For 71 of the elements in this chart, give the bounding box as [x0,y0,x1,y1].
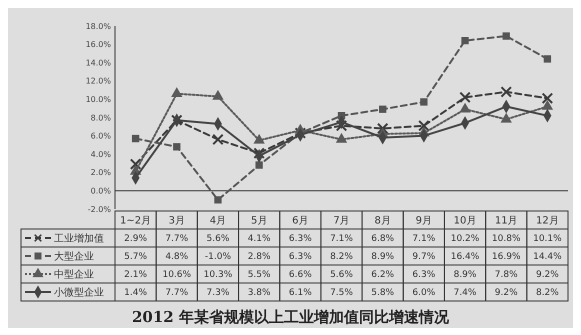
data-label: 6.3% [288,252,312,262]
data-label: 5.5% [248,270,272,280]
data-label: 3.8% [248,288,272,298]
data-label: 9.2% [536,270,560,280]
y-tick-label: 14.0% [86,58,112,68]
y-tick-label: 16.0% [86,40,112,50]
data-label: 2.8% [248,252,272,262]
data-label: 6.0% [412,288,436,298]
data-label: 7.5% [330,288,354,298]
y-tick-label: -2.0% [88,204,112,214]
y-tick-label: 4.0% [90,150,112,159]
data-label: -1.0% [204,252,232,262]
data-label: 7.4% [454,288,477,298]
text: 2012 年某省规模以上工业增加值同比增速情况 [132,308,450,326]
data-label: 5.8% [371,288,395,298]
data-label: 4.8% [165,252,189,262]
data-label: 7.7% [165,288,189,298]
data-label: 6.2% [371,270,395,280]
data-label: 7.1% [412,234,436,244]
y-tick-label: 6.0% [90,132,112,141]
x-tick-label: 5月 [250,216,268,226]
x-tick-label: 10月 [454,216,476,226]
legend-label: 中型企业 [54,268,94,280]
legend-label: 小微型企业 [54,286,104,298]
y-tick-label: 18.0% [86,22,112,31]
data-label: 6.3% [412,270,436,280]
data-label: 8.9% [454,270,477,280]
data-label: 7.1% [330,234,354,244]
data-label: 9.7% [412,252,436,262]
data-label: 10.1% [533,234,562,244]
data-label: 10.3% [204,270,233,280]
y-tick-label: 0.0% [90,186,112,196]
x-tick-label: 1~2月 [120,216,152,226]
data-label: 1.4% [124,288,148,298]
data-label: 2.9% [124,234,148,244]
data-label: 7.8% [494,270,518,280]
data-label: 10.8% [492,234,521,244]
data-label: 14.4% [533,252,562,262]
y-tick-label: 8.0% [90,113,112,122]
data-label: 6.1% [288,288,312,298]
data-label: 6.6% [288,270,312,280]
y-tick-label: 10.0% [86,95,112,104]
data-label: 16.9% [492,252,521,262]
data-label: 8.2% [536,288,560,298]
y-tick-label: 12.0% [86,76,112,86]
data-label: 6.3% [288,234,312,244]
data-label: 8.9% [371,252,395,262]
x-tick-label: 3月 [168,216,185,226]
data-label: 8.2% [330,252,354,262]
x-tick-label: 6月 [292,216,309,226]
x-tick-label: 8月 [374,216,391,226]
data-label: 5.6% [206,234,230,244]
x-tick-label: 7月 [333,216,350,226]
data-label: 16.4% [450,252,480,262]
x-tick-label: 11月 [494,216,518,226]
legend-label: 工业增加值 [54,232,104,244]
data-label: 4.1% [248,234,272,244]
data-label: 10.6% [162,270,192,280]
data-label: 7.7% [165,234,189,244]
data-label: 5.7% [124,252,148,262]
x-tick-label: 12月 [536,216,559,226]
data-label: 10.2% [450,234,480,244]
legend-label: 大型企业 [54,250,94,262]
data-label: 9.2% [494,288,518,298]
data-label: 7.3% [206,288,230,298]
y-tick-label: 2.0% [90,168,112,178]
data-label: 2.1% [124,270,148,280]
x-tick-label: 4月 [210,216,226,226]
data-label: 5.6% [330,270,354,280]
x-tick-label: 9月 [416,216,432,226]
data-label: 6.8% [371,234,395,244]
